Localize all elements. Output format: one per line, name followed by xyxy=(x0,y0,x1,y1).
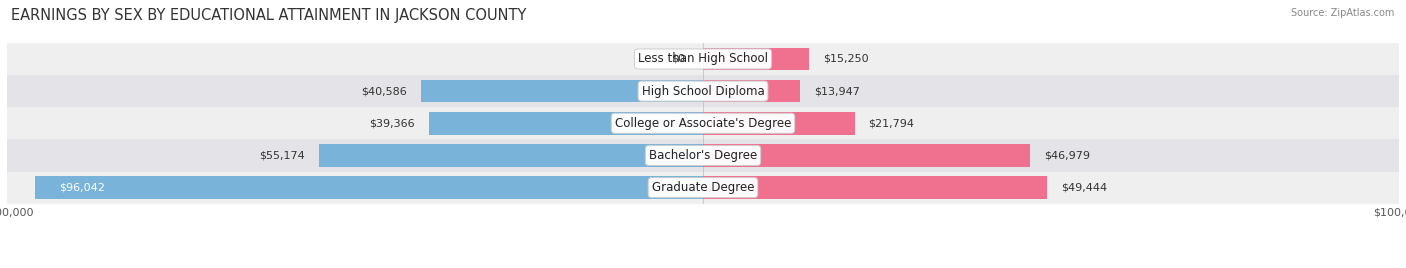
Text: $21,794: $21,794 xyxy=(869,118,914,128)
Text: $15,250: $15,250 xyxy=(823,54,869,64)
Text: High School Diploma: High School Diploma xyxy=(641,85,765,98)
Text: $49,444: $49,444 xyxy=(1062,183,1107,193)
Text: Source: ZipAtlas.com: Source: ZipAtlas.com xyxy=(1291,8,1395,18)
Text: $40,586: $40,586 xyxy=(361,86,406,96)
Bar xyxy=(703,80,800,102)
Text: $46,979: $46,979 xyxy=(1043,150,1090,161)
Text: Graduate Degree: Graduate Degree xyxy=(652,181,754,194)
Bar xyxy=(703,144,1031,167)
Text: $0: $0 xyxy=(672,54,686,64)
Bar xyxy=(420,80,703,102)
Bar xyxy=(7,75,1399,107)
Bar xyxy=(429,112,703,135)
Text: EARNINGS BY SEX BY EDUCATIONAL ATTAINMENT IN JACKSON COUNTY: EARNINGS BY SEX BY EDUCATIONAL ATTAINMEN… xyxy=(11,8,527,23)
Text: $96,042: $96,042 xyxy=(59,183,105,193)
Text: Less than High School: Less than High School xyxy=(638,53,768,65)
Bar xyxy=(703,48,808,70)
Bar xyxy=(7,43,1399,75)
Text: Bachelor's Degree: Bachelor's Degree xyxy=(650,149,756,162)
Bar xyxy=(35,176,703,199)
Bar xyxy=(703,176,1047,199)
Bar xyxy=(7,172,1399,204)
Bar xyxy=(7,107,1399,139)
Text: $39,366: $39,366 xyxy=(370,118,415,128)
Text: College or Associate's Degree: College or Associate's Degree xyxy=(614,117,792,130)
Bar xyxy=(319,144,703,167)
Text: $13,947: $13,947 xyxy=(814,86,860,96)
Bar xyxy=(703,112,855,135)
Bar xyxy=(7,139,1399,172)
Text: $55,174: $55,174 xyxy=(259,150,305,161)
